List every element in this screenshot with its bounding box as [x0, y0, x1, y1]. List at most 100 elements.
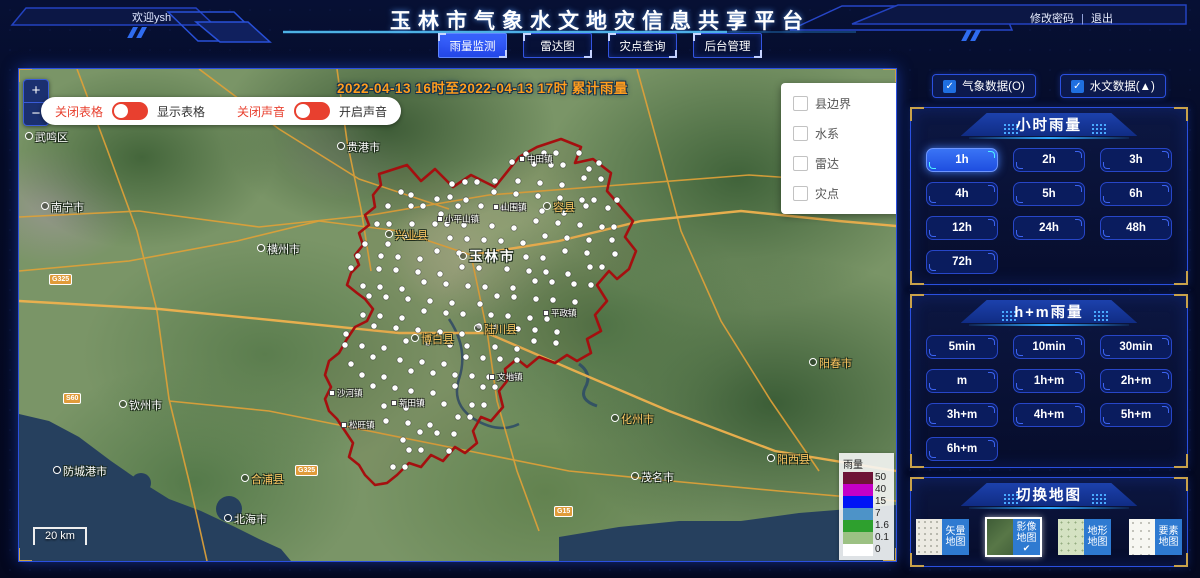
rain-station-marker[interactable] [491, 383, 499, 391]
time-button-6h[interactable]: 6h [1100, 182, 1172, 206]
rain-station-marker[interactable] [468, 401, 476, 409]
rain-station-marker[interactable] [433, 195, 441, 203]
rain-station-marker[interactable] [399, 436, 407, 444]
rain-station-marker[interactable] [429, 389, 437, 397]
checked-checkbox-icon[interactable]: ✓ [1070, 79, 1084, 93]
rain-station-marker[interactable] [429, 369, 437, 377]
rain-station-marker[interactable] [365, 292, 373, 300]
rain-station-marker[interactable] [595, 159, 603, 167]
time-button-1h+m[interactable]: 1h+m [1013, 369, 1085, 393]
rain-station-marker[interactable] [519, 239, 527, 247]
rain-station-marker[interactable] [373, 220, 381, 228]
rain-station-marker[interactable] [380, 373, 388, 381]
rain-station-marker[interactable] [610, 223, 618, 231]
rain-station-marker[interactable] [416, 255, 424, 263]
rain-station-marker[interactable] [380, 344, 388, 352]
rain-station-marker[interactable] [597, 175, 605, 183]
rain-station-marker[interactable] [451, 382, 459, 390]
rain-station-marker[interactable] [446, 193, 454, 201]
rain-station-marker[interactable] [575, 149, 583, 157]
time-button-4h+m[interactable]: 4h+m [1013, 403, 1085, 427]
rain-station-marker[interactable] [525, 267, 533, 275]
rain-station-marker[interactable] [538, 207, 546, 215]
time-button-12h[interactable]: 12h [926, 216, 998, 240]
rain-station-marker[interactable] [477, 202, 485, 210]
rain-station-marker[interactable] [559, 161, 567, 169]
rain-station-marker[interactable] [565, 308, 573, 316]
rain-station-marker[interactable] [370, 322, 378, 330]
rain-station-marker[interactable] [455, 249, 463, 257]
time-button-2h[interactable]: 2h [1013, 148, 1085, 172]
rain-station-marker[interactable] [552, 339, 560, 347]
rain-station-marker[interactable] [443, 220, 451, 228]
rain-station-marker[interactable] [554, 219, 562, 227]
rain-station-marker[interactable] [522, 253, 530, 261]
rain-station-marker[interactable] [380, 402, 388, 410]
rain-station-marker[interactable] [556, 194, 564, 202]
rain-station-marker[interactable] [341, 341, 349, 349]
rain-station-marker[interactable] [548, 278, 556, 286]
rain-station-marker[interactable] [358, 342, 366, 350]
rain-station-marker[interactable] [578, 196, 586, 204]
rain-station-marker[interactable] [442, 309, 450, 317]
rain-station-marker[interactable] [448, 180, 456, 188]
rain-station-marker[interactable] [420, 307, 428, 315]
change-password-link[interactable]: 修改密码 [1030, 13, 1074, 25]
time-button-5min[interactable]: 5min [926, 335, 998, 359]
rain-station-marker[interactable] [483, 250, 491, 258]
rain-station-marker[interactable] [490, 188, 498, 196]
rain-station-marker[interactable] [342, 330, 350, 338]
rain-station-marker[interactable] [598, 223, 606, 231]
rain-station-marker[interactable] [418, 398, 426, 406]
layer-checkbox[interactable] [793, 96, 808, 111]
rain-station-marker[interactable] [376, 283, 384, 291]
rain-station-marker[interactable] [405, 446, 413, 454]
rain-station-marker[interactable] [450, 430, 458, 438]
rain-station-marker[interactable] [384, 240, 392, 248]
rain-station-marker[interactable] [466, 413, 474, 421]
rain-station-marker[interactable] [394, 253, 402, 261]
layer-option-水系[interactable]: 水系 [793, 125, 889, 142]
rain-station-marker[interactable] [475, 264, 483, 272]
rain-station-marker[interactable] [508, 158, 516, 166]
rain-station-marker[interactable] [407, 387, 415, 395]
rain-station-marker[interactable] [404, 295, 412, 303]
rain-station-marker[interactable] [437, 210, 445, 218]
rain-station-marker[interactable] [513, 345, 521, 353]
rain-station-marker[interactable] [510, 224, 518, 232]
rain-station-marker[interactable] [454, 202, 462, 210]
map-type-option-影像地图[interactable]: 影像 地图 ✔ [985, 517, 1042, 557]
rain-station-marker[interactable] [458, 263, 466, 271]
rain-station-marker[interactable] [480, 236, 488, 244]
rain-station-marker[interactable] [391, 384, 399, 392]
rain-station-marker[interactable] [347, 360, 355, 368]
rain-station-marker[interactable] [359, 311, 367, 319]
rain-station-marker[interactable] [513, 356, 521, 364]
rain-station-marker[interactable] [440, 360, 448, 368]
rain-station-marker[interactable] [492, 323, 500, 331]
rain-station-marker[interactable] [426, 297, 434, 305]
rain-station-marker[interactable] [433, 429, 441, 437]
rain-station-marker[interactable] [460, 221, 468, 229]
rain-station-marker[interactable] [583, 249, 591, 257]
rain-station-marker[interactable] [480, 401, 488, 409]
rain-station-marker[interactable] [580, 174, 588, 182]
rain-station-marker[interactable] [499, 204, 507, 212]
rain-station-marker[interactable] [376, 312, 384, 320]
rain-station-marker[interactable] [558, 181, 566, 189]
rain-station-marker[interactable] [547, 161, 555, 169]
rain-station-marker[interactable] [571, 298, 579, 306]
logout-link[interactable]: 退出 [1090, 13, 1113, 25]
rain-station-marker[interactable] [485, 373, 493, 381]
rain-station-marker[interactable] [458, 330, 466, 338]
rain-station-marker[interactable] [463, 342, 471, 350]
rain-station-marker[interactable] [611, 250, 619, 258]
rain-station-marker[interactable] [541, 232, 549, 240]
data-button-气象数据(O)[interactable]: ✓ 气象数据(O) [932, 74, 1036, 98]
rain-station-marker[interactable] [463, 235, 471, 243]
rain-station-marker[interactable] [553, 328, 561, 336]
time-button-1h[interactable]: 1h [926, 148, 998, 172]
rain-station-marker[interactable] [496, 355, 504, 363]
rain-station-marker[interactable] [543, 315, 551, 323]
rain-station-marker[interactable] [530, 337, 538, 345]
